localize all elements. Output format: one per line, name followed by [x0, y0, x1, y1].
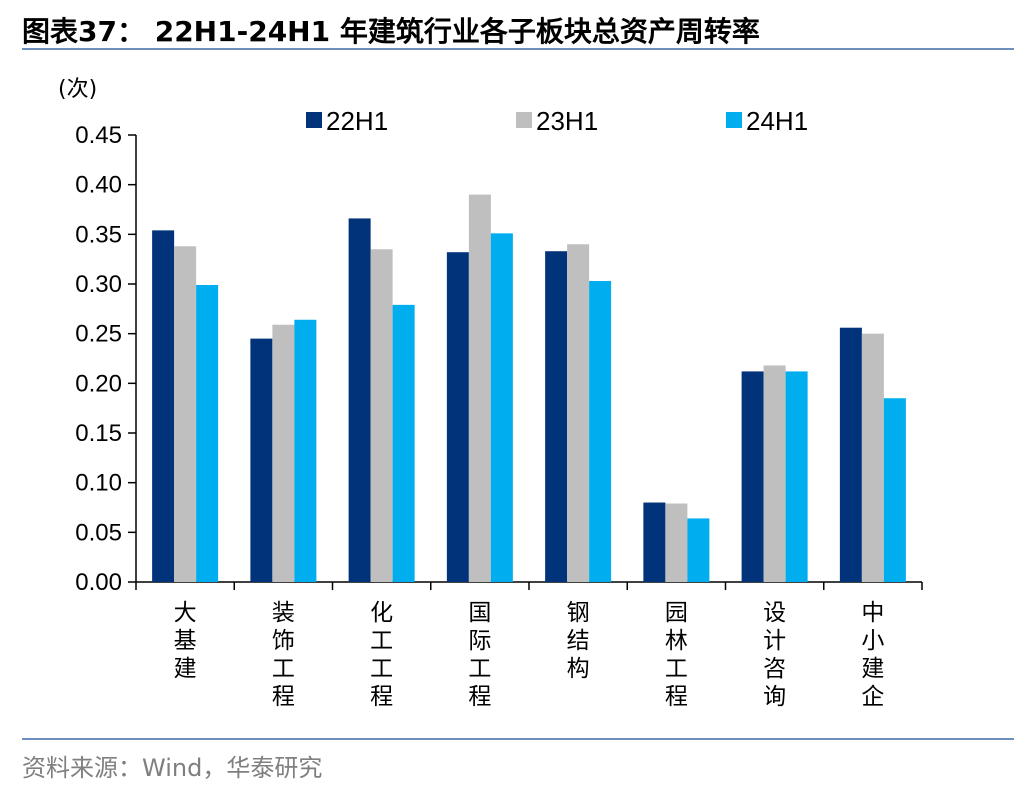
bar-23h1-3 — [468, 194, 491, 582]
bar-24h1-4 — [589, 281, 612, 582]
y-tick-label: 0.25 — [75, 321, 122, 348]
source-note: 资料来源：Wind，华泰研究 — [22, 754, 323, 782]
legend-label-23h1: 23H1 — [536, 106, 598, 136]
bar-24h1-6 — [785, 371, 808, 582]
bar-24h1-2 — [392, 304, 415, 582]
y-tick-label: 0.35 — [75, 221, 122, 248]
legend-swatch-24h1 — [726, 112, 742, 128]
bar-chart: 0.00 0.05 0.10 0.15 0.20 0.25 0.30 0.35 0.40 0.45… — [58, 77, 923, 710]
legend-swatch-23h1 — [516, 112, 532, 128]
bar-23h1-2 — [370, 249, 393, 582]
bar-24h1-0 — [196, 284, 219, 582]
legend-label-22h1: 22H1 — [326, 106, 388, 136]
y-tick-label: 0.45 — [75, 122, 122, 149]
bar-23h1-4 — [567, 244, 590, 582]
chart-bars — [152, 194, 906, 583]
bar-23h1-7 — [861, 333, 884, 582]
legend-swatch-22h1 — [306, 112, 322, 128]
bar-23h1-0 — [174, 246, 197, 582]
bar-23h1-1 — [272, 324, 295, 582]
y-tick-label: 0.10 — [75, 470, 122, 497]
y-tick-label: 0.00 — [75, 569, 122, 596]
bar-22h1-3 — [446, 252, 469, 583]
y-tick-label: 0.20 — [75, 370, 122, 397]
bar-24h1-3 — [490, 233, 513, 582]
bar-23h1-6 — [763, 365, 786, 582]
x-category-label: 大基建 — [174, 600, 197, 682]
bar-23h1-5 — [665, 503, 688, 582]
bar-22h1-5 — [643, 502, 666, 582]
x-category-label: 中小建企 — [861, 600, 884, 710]
bar-22h1-0 — [152, 230, 175, 583]
chart-labels: 0.00 0.05 0.10 0.15 0.20 0.25 0.30 0.35 0.40 0.45… — [58, 77, 884, 710]
bar-22h1-7 — [839, 327, 862, 582]
bar-22h1-2 — [348, 218, 371, 582]
x-category-label: 设计咨询 — [763, 600, 786, 710]
footer-divider — [22, 738, 1014, 740]
x-category-label: 钢结构 — [567, 600, 590, 682]
bar-22h1-1 — [250, 338, 273, 582]
chart-legend: 22H1 23H1 24H1 — [306, 106, 808, 136]
bar-24h1-1 — [294, 319, 317, 582]
x-category-label: 国际工程 — [468, 600, 491, 710]
y-tick-label: 0.40 — [75, 172, 122, 199]
legend-label-24h1: 24H1 — [746, 106, 808, 136]
bar-22h1-4 — [545, 251, 568, 582]
x-category-label: 园林工程 — [665, 600, 688, 710]
y-tick-label: 0.15 — [75, 420, 122, 447]
x-category-label: 装饰工程 — [272, 600, 295, 710]
y-tick-label: 0.05 — [75, 519, 122, 546]
y-axis-unit: (次) — [58, 77, 97, 102]
bar-24h1-5 — [687, 518, 710, 582]
y-tick-label: 0.30 — [75, 271, 122, 298]
x-category-label: 化工工程 — [370, 600, 393, 710]
chart-title: 图表37： 22H1-24H1 年建筑行业各子板块总资产周转率 — [22, 15, 760, 48]
bar-22h1-6 — [741, 371, 764, 582]
title-divider — [22, 48, 1014, 50]
bar-24h1-7 — [883, 398, 906, 582]
